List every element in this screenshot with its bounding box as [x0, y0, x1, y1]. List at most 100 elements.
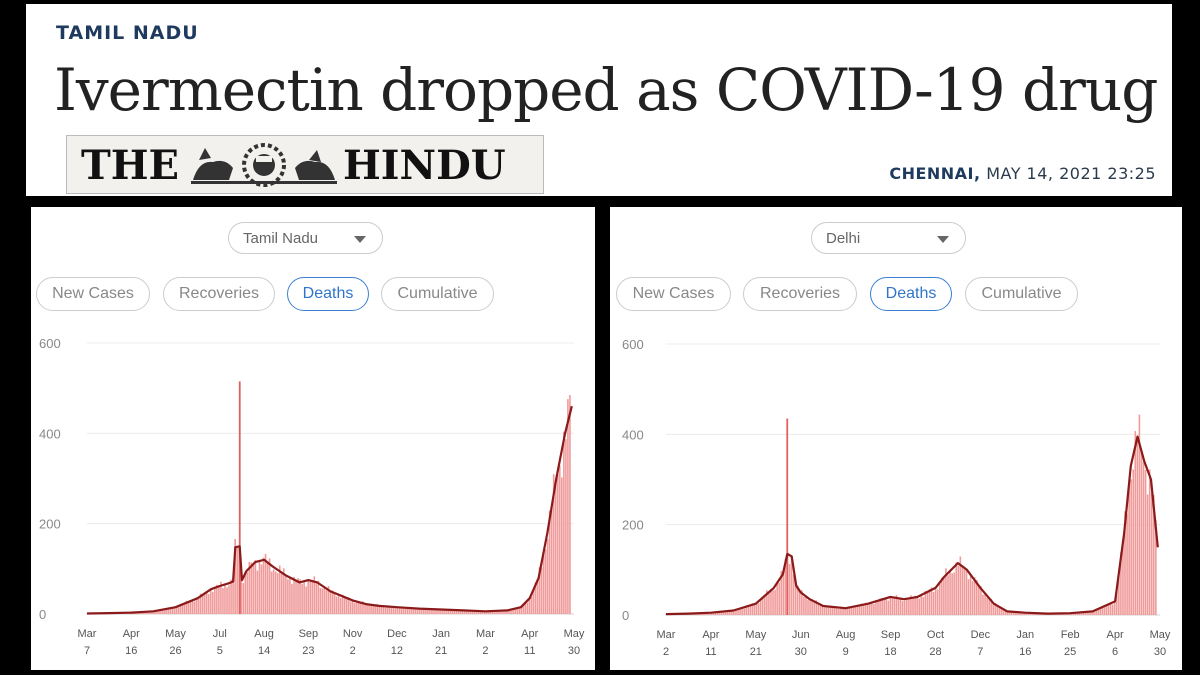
daily-bar: [143, 612, 145, 614]
daily-bar: [558, 465, 561, 614]
daily-bar: [976, 580, 978, 615]
tab-cumulative[interactable]: Cumulative: [381, 277, 494, 311]
the-hindu-masthead: THE HINDU: [66, 135, 544, 194]
daily-bar: [402, 608, 405, 614]
x-tick-label-month: Mar: [78, 628, 97, 640]
section-kicker[interactable]: TAMIL NADU: [56, 22, 199, 44]
daily-bar: [1130, 479, 1132, 615]
daily-bar: [745, 606, 748, 615]
daily-bar: [406, 607, 409, 614]
daily-bar: [899, 597, 902, 615]
daily-bar: [287, 579, 289, 614]
daily-bar: [766, 590, 768, 615]
daily-bar: [463, 610, 466, 614]
daily-bar: [951, 573, 953, 615]
masthead-emblem-icon: [191, 143, 337, 187]
x-tick-label-day: 18: [884, 646, 896, 658]
daily-bar: [181, 604, 184, 614]
daily-bar: [739, 609, 741, 615]
daily-bar: [232, 581, 234, 614]
daily-bar: [388, 607, 391, 614]
daily-bar: [1128, 485, 1130, 615]
tab-new-cases[interactable]: New Cases: [616, 277, 731, 311]
daily-bar: [1023, 612, 1025, 615]
daily-bar: [404, 607, 407, 614]
daily-bar: [309, 580, 312, 614]
daily-bar: [729, 611, 731, 615]
daily-bar: [514, 608, 516, 614]
daily-bar: [821, 606, 824, 615]
x-tick-label-month: Apr: [521, 628, 538, 640]
daily-bar: [372, 604, 374, 614]
tab-cumulative[interactable]: Cumulative: [965, 277, 1078, 311]
x-tick-label-day: 21: [750, 646, 762, 658]
daily-bar: [963, 566, 966, 615]
daily-bar: [737, 608, 739, 615]
daily-bar: [809, 600, 811, 615]
daily-bar: [252, 564, 255, 614]
daily-bar: [889, 597, 892, 615]
daily-bar: [167, 608, 169, 614]
daily-bar: [268, 558, 271, 614]
daily-bar: [177, 607, 180, 614]
tab-recoveries[interactable]: Recoveries: [743, 277, 857, 311]
daily-bar: [386, 606, 389, 614]
daily-bar: [183, 603, 186, 614]
daily-bar: [852, 607, 855, 615]
tab-new-cases[interactable]: New Cases: [36, 277, 150, 311]
tab-recoveries[interactable]: Recoveries: [163, 277, 275, 311]
x-tick-label-month: May: [564, 628, 585, 640]
headline[interactable]: Ivermectin dropped as COVID-19 drug: [54, 56, 1158, 124]
daily-bar: [1109, 602, 1112, 615]
daily-bar: [772, 590, 774, 615]
daily-bar: [1008, 611, 1011, 615]
daily-bar: [299, 579, 301, 614]
daily-bar: [155, 610, 157, 614]
region-dropdown[interactable]: Delhi: [811, 222, 966, 254]
tab-deaths[interactable]: Deaths: [870, 277, 952, 311]
daily-bar: [1126, 514, 1128, 615]
daily-bar: [916, 597, 918, 615]
x-tick-label-month: Sep: [881, 629, 901, 641]
daily-bar: [1138, 414, 1141, 615]
daily-bar: [858, 606, 861, 615]
daily-bar: [554, 481, 557, 614]
daily-bar: [947, 575, 949, 615]
daily-bar: [398, 608, 401, 614]
daily-bar: [714, 612, 717, 615]
daily-bar: [1115, 591, 1118, 615]
x-tick-label-month: Jul: [213, 628, 227, 640]
daily-bar: [906, 598, 908, 615]
tab-deaths[interactable]: Deaths: [287, 277, 369, 311]
daily-bar: [710, 612, 713, 615]
dateline-city[interactable]: CHENNAI,: [889, 164, 981, 183]
delhi-chart-panel: Delhi New Cases Recoveries Deaths Cumula…: [610, 207, 1182, 670]
x-tick-label-month: Mar: [476, 628, 495, 640]
daily-bar: [264, 553, 267, 614]
daily-bar: [885, 597, 888, 615]
daily-bar: [477, 611, 480, 614]
x-tick-label-month: Aug: [836, 629, 856, 641]
x-tick-label-month: Dec: [971, 629, 991, 641]
daily-bar: [1146, 494, 1149, 615]
daily-bar: [331, 590, 334, 614]
daily-bar: [790, 556, 793, 615]
daily-bar: [384, 607, 387, 614]
daily-bar: [311, 580, 314, 614]
daily-bar: [1132, 469, 1135, 615]
x-tick-label-day: 11: [524, 645, 535, 657]
daily-bar: [313, 576, 316, 614]
daily-bar: [408, 607, 411, 614]
daily-bar: [856, 606, 859, 615]
daily-bar: [751, 603, 754, 615]
y-tick-label: 0: [39, 607, 46, 622]
daily-bar: [362, 601, 364, 614]
x-tick-label-month: Aug: [254, 628, 274, 640]
region-dropdown[interactable]: Tamil Nadu: [228, 222, 383, 254]
daily-bar: [1103, 605, 1106, 615]
daily-bar: [1124, 511, 1126, 615]
daily-bar: [414, 608, 417, 614]
daily-bar: [522, 604, 525, 614]
daily-bar: [207, 594, 210, 614]
daily-bar: [327, 586, 330, 614]
